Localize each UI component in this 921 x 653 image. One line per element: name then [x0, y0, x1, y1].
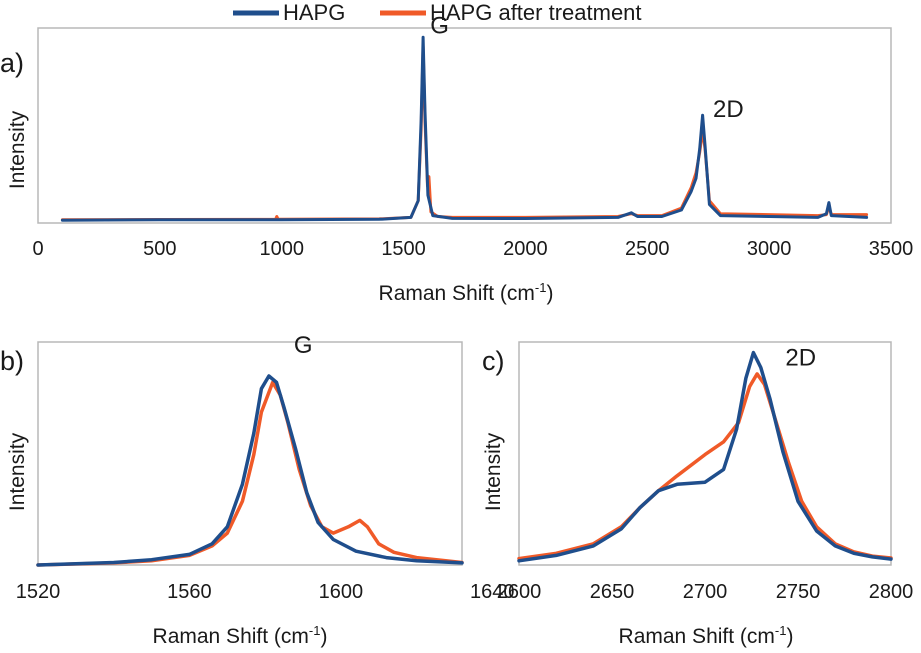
x-tick-label: 2800 — [869, 581, 914, 603]
panel-c-2d-peak-zoom: c) Intensity Raman Shift (cm-1) 2600 2650… — [482, 341, 914, 648]
series-group-c — [517, 350, 893, 563]
series-line-hapg-after-treatment — [517, 372, 893, 561]
peak-labels-c: 2D — [785, 345, 816, 372]
series-line-hapg — [517, 350, 893, 563]
x-tick-label: 1500 — [381, 238, 426, 260]
panel-label-a: a) — [0, 48, 24, 78]
series-line-hapg-after-treatment — [60, 45, 869, 222]
x-axis-label-c: Raman Shift (cm-1) — [619, 623, 794, 648]
panel-a-raman-spectrum-full: a) Intensity Raman Shift (cm-1) 0 500 1000… — [0, 12, 913, 305]
x-axis-label-c-sup: -1 — [775, 623, 787, 638]
x-tick-label: 500 — [143, 238, 176, 260]
x-tick-label: 1600 — [319, 581, 364, 603]
peak-label-2d: 2D — [785, 345, 816, 372]
x-tick-label: 0 — [32, 238, 43, 260]
plot-frame-c — [518, 341, 892, 566]
x-axis-label-a-sup: -1 — [535, 280, 547, 295]
y-axis-label-b: Intensity — [6, 432, 29, 511]
x-tick-label: 2500 — [625, 238, 670, 260]
peak-labels-a: G 2D — [430, 12, 743, 123]
plot-frame-b — [37, 341, 463, 566]
x-tick-label: 2000 — [503, 238, 548, 260]
x-axis-label-a-close: ) — [546, 282, 553, 305]
x-tick-label: 3000 — [747, 238, 792, 260]
x-tick-label: 3500 — [869, 238, 914, 260]
legend: HAPG HAPG after treatment — [233, 0, 642, 25]
x-ticks-b: 1520 1560 1600 1640 — [16, 581, 515, 603]
series-group-a — [60, 35, 869, 222]
x-axis-label-b-close: ) — [320, 625, 327, 648]
x-ticks-c: 2600 2650 2700 2750 2800 — [497, 581, 914, 603]
plot-frame-a — [37, 27, 892, 224]
x-axis-label-a-text: Raman Shift (cm — [379, 282, 535, 305]
y-axis-label-a: Intensity — [6, 110, 29, 189]
x-axis-label-b-sup: -1 — [309, 623, 321, 638]
series-line-hapg — [36, 374, 464, 567]
series-group-b — [36, 374, 464, 567]
panel-label-c: c) — [482, 346, 505, 376]
series-line-hapg — [60, 35, 869, 222]
series-line-hapg-after-treatment — [36, 380, 464, 567]
legend-label-hapg-treated: HAPG after treatment — [430, 0, 642, 25]
x-tick-label: 1640 — [470, 581, 515, 603]
x-axis-label-b: Raman Shift (cm-1) — [153, 623, 328, 648]
peak-label-2d: 2D — [713, 96, 744, 123]
x-axis-label-b-text: Raman Shift (cm — [153, 625, 309, 648]
x-tick-label: 1520 — [16, 581, 61, 603]
x-axis-label-a: Raman Shift (cm-1) — [379, 280, 554, 305]
peak-labels-b: G — [294, 332, 313, 359]
panel-label-b: b) — [0, 346, 24, 376]
panel-b-g-peak-zoom: b) Intensity Raman Shift (cm-1) 1520 1560… — [0, 332, 515, 648]
x-tick-label: 2650 — [590, 581, 635, 603]
legend-label-hapg: HAPG — [283, 0, 345, 25]
x-ticks-a: 0 500 1000 1500 2000 2500 3000 3500 — [32, 238, 913, 260]
peak-label-g: G — [294, 332, 313, 359]
y-axis-label-c: Intensity — [482, 432, 505, 511]
x-axis-label-c-close: ) — [786, 625, 793, 648]
x-tick-label: 2750 — [776, 581, 821, 603]
x-tick-label: 2600 — [497, 581, 542, 603]
x-tick-label: 2700 — [683, 581, 728, 603]
x-tick-label: 1560 — [167, 581, 212, 603]
peak-label-g: G — [430, 12, 449, 39]
x-axis-label-c-text: Raman Shift (cm — [619, 625, 775, 648]
x-tick-label: 1000 — [259, 238, 304, 260]
